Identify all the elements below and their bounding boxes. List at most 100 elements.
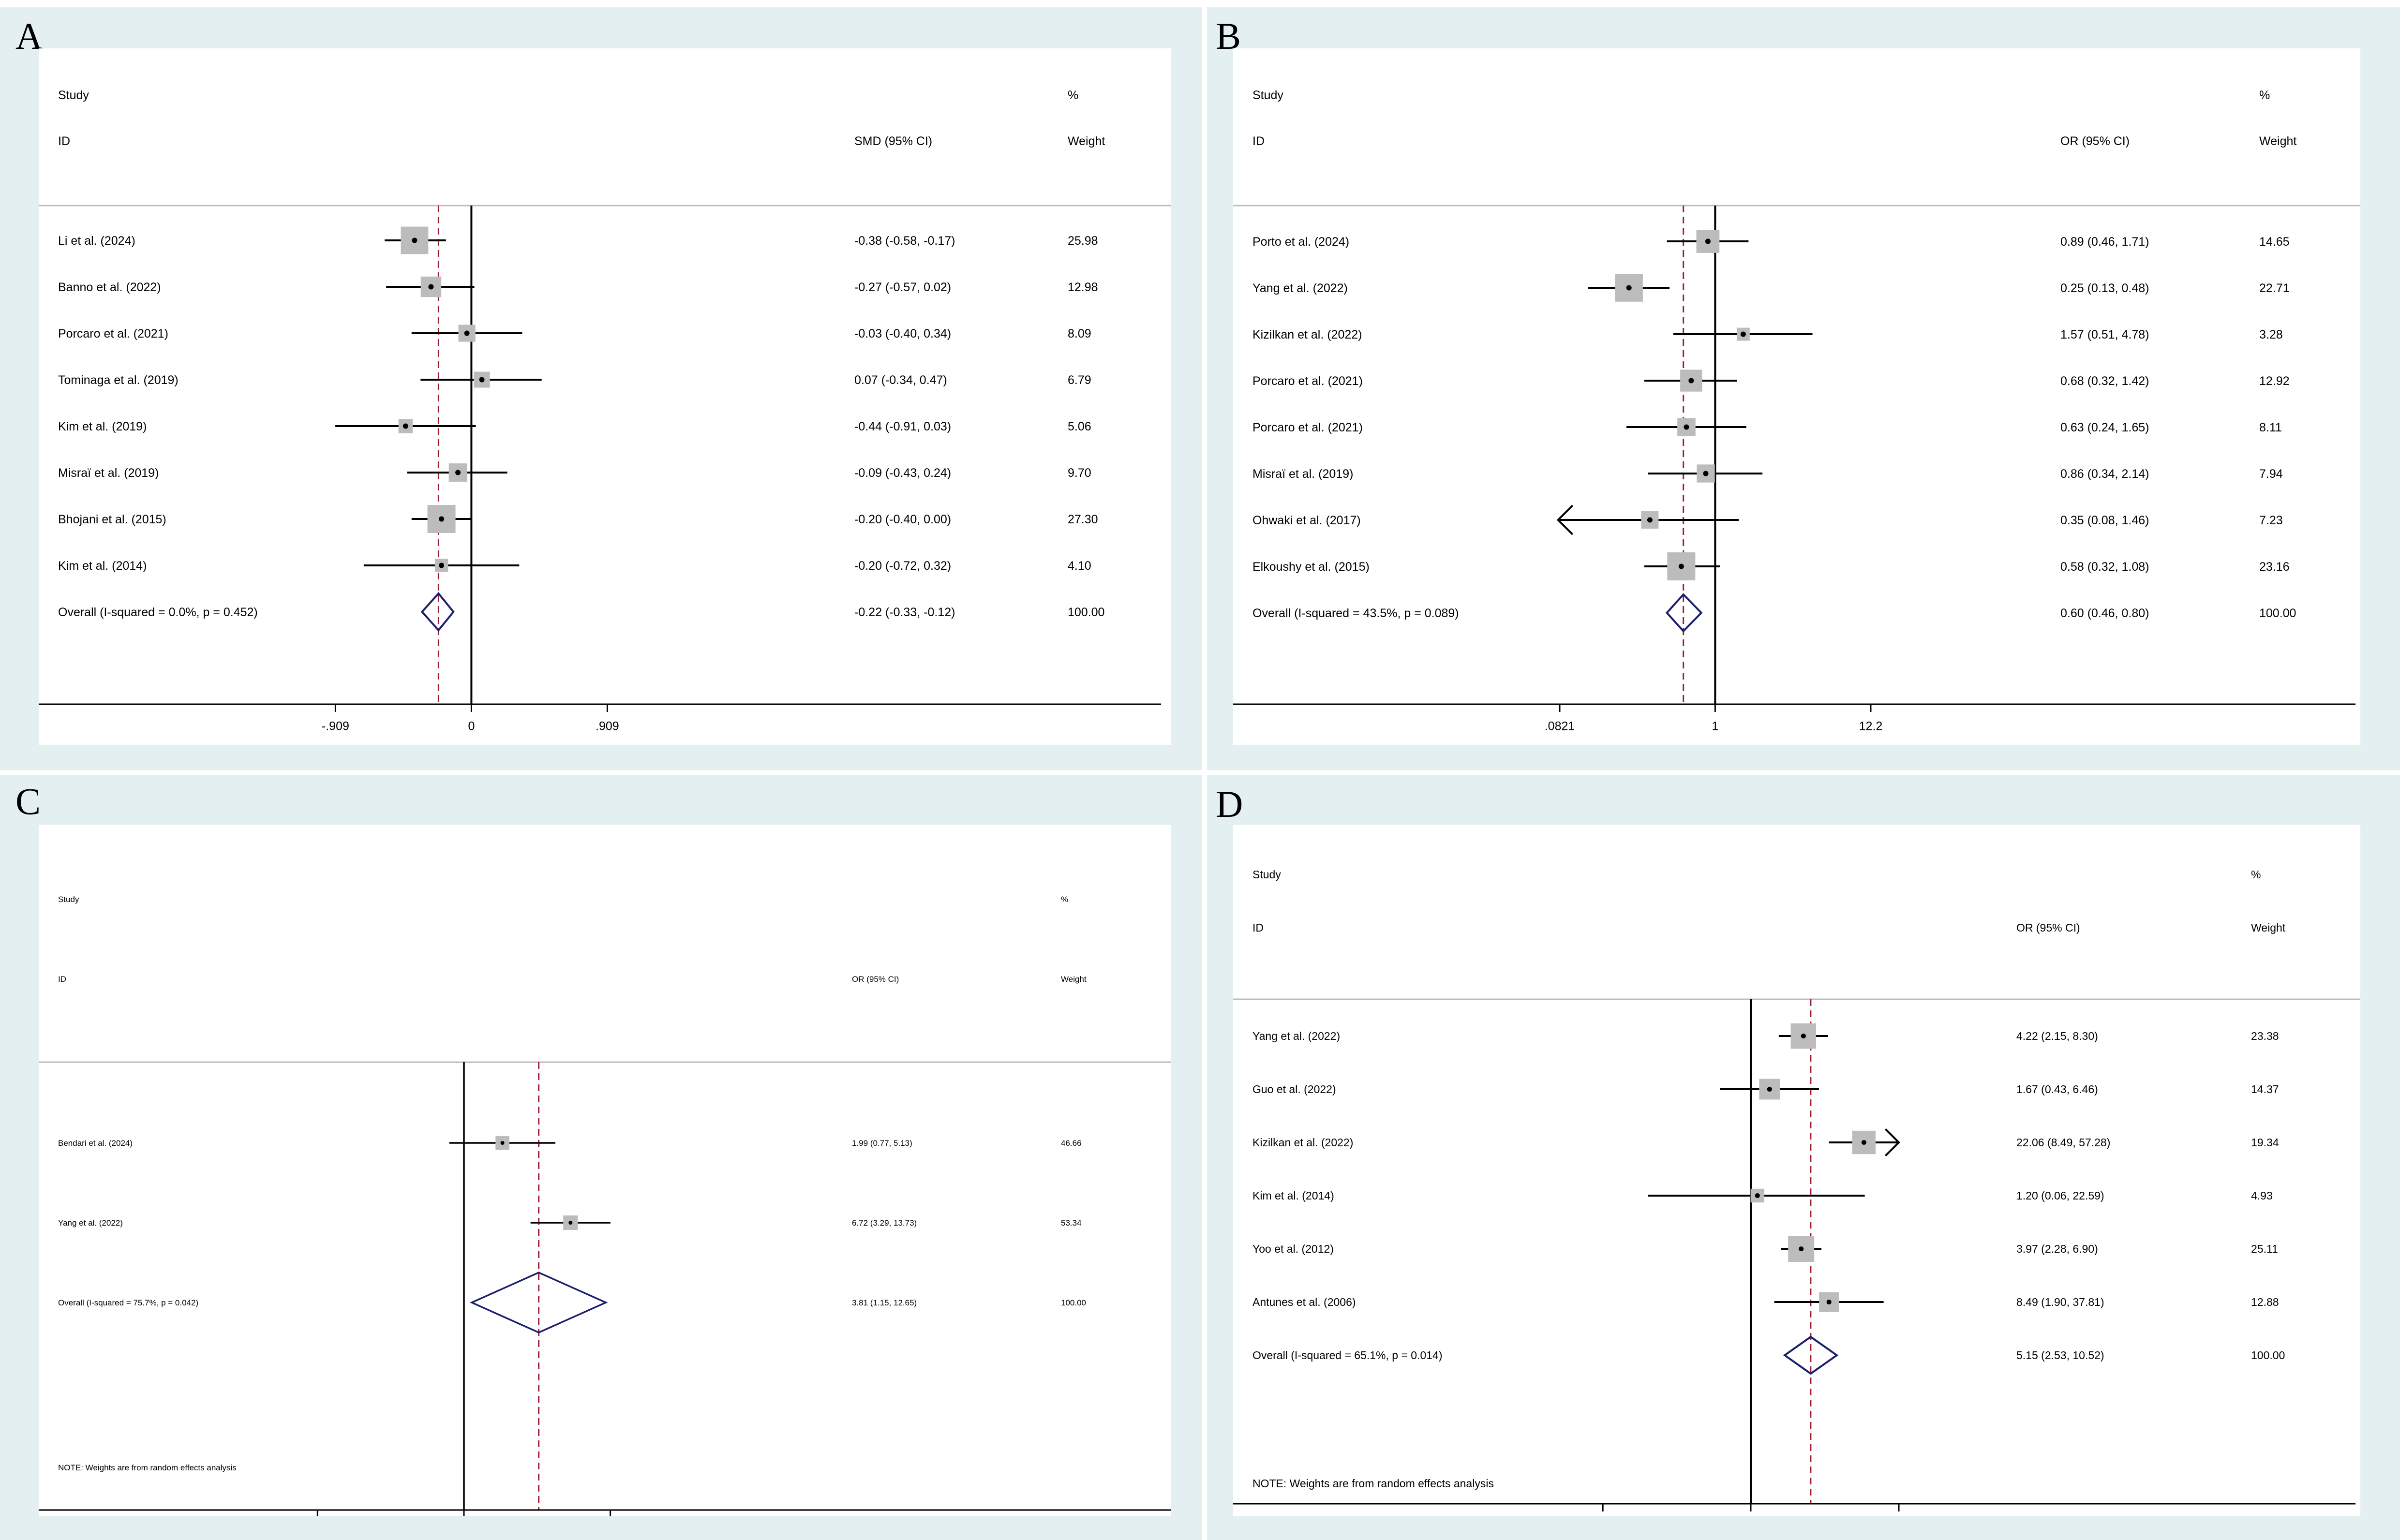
study-ci-text: -0.20 (-0.40, 0.00) [854, 513, 951, 526]
study-ci-text: -0.09 (-0.43, 0.24) [854, 466, 951, 480]
study-point-estimate [1626, 285, 1632, 291]
overall-label: Overall (I-squared = 65.1%, p = 0.014) [1252, 1349, 1443, 1362]
study-point-estimate [1767, 1086, 1772, 1092]
x-tick-label-1: 1 [1712, 720, 1718, 733]
study-weight-text: 4.10 [1068, 559, 1091, 573]
study-weight-text: 14.65 [2259, 235, 2290, 249]
study-weight-text: 3.28 [2259, 328, 2283, 341]
overall-weight-text: 100.00 [1068, 606, 1104, 619]
study-ci-text: -0.44 (-0.91, 0.03) [854, 420, 951, 433]
header-effect: OR (95% CI) [852, 975, 899, 984]
study-label: Misraï et al. (2019) [1252, 467, 1353, 481]
study-point-estimate [402, 423, 408, 429]
panel-letter-c: C [15, 780, 41, 822]
study-label: Porto et al. (2024) [1252, 235, 1349, 249]
study-weight-text: 9.70 [1068, 466, 1091, 480]
study-label: Bhojani et al. (2015) [58, 513, 166, 526]
study-point-estimate [1799, 1246, 1804, 1252]
study-ci-text: 22.06 (8.49, 57.28) [2016, 1136, 2110, 1149]
study-point-estimate [412, 237, 417, 243]
header-percent: % [2259, 89, 2270, 102]
study-ci-text: -0.03 (-0.40, 0.34) [854, 327, 951, 341]
study-ci-text: 0.35 (0.08, 1.46) [2060, 514, 2149, 527]
header-study: Study [58, 89, 89, 102]
study-weight-text: 8.11 [2259, 421, 2282, 434]
study-label: Kim et al. (2014) [58, 559, 147, 573]
header-effect: OR (95% CI) [2060, 134, 2130, 148]
study-point-estimate [1705, 238, 1711, 244]
header-percent: % [1068, 89, 1078, 102]
study-label: Yoo et al. (2012) [1252, 1243, 1334, 1255]
header-percent: % [1061, 895, 1068, 904]
study-label: Porcaro et al. (2021) [58, 327, 168, 341]
header-study: Study [1252, 868, 1281, 881]
header-effect: SMD (95% CI) [854, 134, 932, 148]
header-effect: OR (95% CI) [2016, 921, 2080, 934]
study-label: Li et al. (2024) [58, 234, 135, 248]
study-label: Yang et al. (2022) [58, 1218, 123, 1228]
overall-diamond [420, 592, 455, 632]
study-weight-text: 7.94 [2259, 467, 2283, 481]
overall-ci-text: 5.15 (2.53, 10.52) [2016, 1349, 2104, 1362]
study-point-estimate [1801, 1033, 1806, 1039]
study-label: Yang et al. (2022) [1252, 281, 1348, 295]
x-tick-label-1: 0 [468, 720, 475, 733]
study-weight-text: 12.98 [1068, 281, 1098, 294]
overall-weight-text: 100.00 [2259, 607, 2296, 620]
overall-label: Overall (I-squared = 75.7%, p = 0.042) [58, 1298, 198, 1307]
footnote: NOTE: Weights are from random effects an… [58, 1463, 237, 1472]
overall-diamond [1783, 1335, 1839, 1375]
study-weight-text: 12.92 [2259, 374, 2290, 388]
x-tick-label-2: .909 [596, 720, 619, 733]
study-label: Kim et al. (2014) [1252, 1189, 1334, 1202]
study-ci-arrow-right [1884, 1128, 1900, 1157]
study-ci-text: 0.86 (0.34, 2.14) [2060, 467, 2149, 481]
study-ci-text: 6.72 (3.29, 13.73) [852, 1218, 917, 1228]
forest-plot-a-svg: Study % ID SMD (95% CI) Weight -.909 0 .909 Li e… [39, 89, 1171, 733]
study-ci-text: 0.25 (0.13, 0.48) [2060, 281, 2149, 295]
study-weight-text: 5.06 [1068, 420, 1091, 433]
study-point-estimate [455, 470, 461, 475]
study-weight-text: 19.34 [2251, 1136, 2279, 1149]
study-ci-text: 1.67 (0.43, 6.46) [2016, 1083, 2098, 1096]
overall-label: Overall (I-squared = 43.5%, p = 0.089) [1252, 607, 1459, 620]
study-weight-text: 46.66 [1061, 1139, 1082, 1148]
study-point-estimate [1678, 563, 1684, 569]
study-ci-text: -0.27 (-0.57, 0.02) [854, 281, 951, 294]
x-tick-label-2: 12.2 [1859, 720, 1883, 733]
forest-plot-b: Study% ID OR (95% CI) Weight .0821 1 12.2 Porto… [1233, 48, 2360, 745]
overall-diamond [1665, 593, 1703, 633]
overall-weight-text: 100.00 [1061, 1298, 1086, 1307]
study-ci-text: 0.68 (0.32, 1.42) [2060, 374, 2149, 388]
forest-plot-b-svg: Study % ID OR (95% CI) Weight .0821 1 12.2 Porto… [1233, 89, 2360, 733]
forest-plot-a: Study% ID SMD (95% CI) Weight -.909 0 .909 Li e… [39, 48, 1171, 745]
study-ci-arrow-left [1556, 504, 1574, 535]
study-label: Ohwaki et al. (2017) [1252, 514, 1361, 527]
study-point-estimate [479, 377, 485, 383]
study-point-estimate [500, 1141, 505, 1145]
study-ci-text: 0.63 (0.24, 1.65) [2060, 421, 2149, 434]
study-weight-text: 8.09 [1068, 327, 1091, 341]
study-label: Guo et al. (2022) [1252, 1083, 1336, 1096]
study-weight-text: 4.93 [2251, 1189, 2273, 1202]
header-weight: Weight [1061, 975, 1087, 984]
x-tick-label-0: -.909 [322, 720, 349, 733]
study-ci-text: 1.20 (0.06, 22.59) [2016, 1189, 2104, 1202]
overall-ci-text: 3.81 (1.15, 12.65) [852, 1298, 917, 1307]
study-label: Porcaro et al. (2021) [1252, 421, 1363, 434]
study-label: Bendari et al. (2024) [58, 1139, 133, 1148]
header-study: Study [58, 895, 79, 904]
study-label: Elkoushy et al. (2015) [1252, 560, 1370, 574]
overall-weight-text: 100.00 [2251, 1349, 2285, 1362]
panel-b: B Study% ID OR (95% CI) Weight .0821 1 12.2 Por… [1207, 7, 2400, 770]
study-label: Kim et al. (2019) [58, 420, 147, 433]
study-weight-text: 25.98 [1068, 234, 1098, 248]
study-label: Misraï et al. (2019) [58, 466, 159, 480]
overall-ci-text: -0.22 (-0.33, -0.12) [854, 606, 955, 619]
overall-label: Overall (I-squared = 0.0%, p = 0.452) [58, 606, 258, 619]
study-weight-text: 25.11 [2251, 1243, 2278, 1255]
study-weight-text: 22.71 [2259, 281, 2290, 295]
